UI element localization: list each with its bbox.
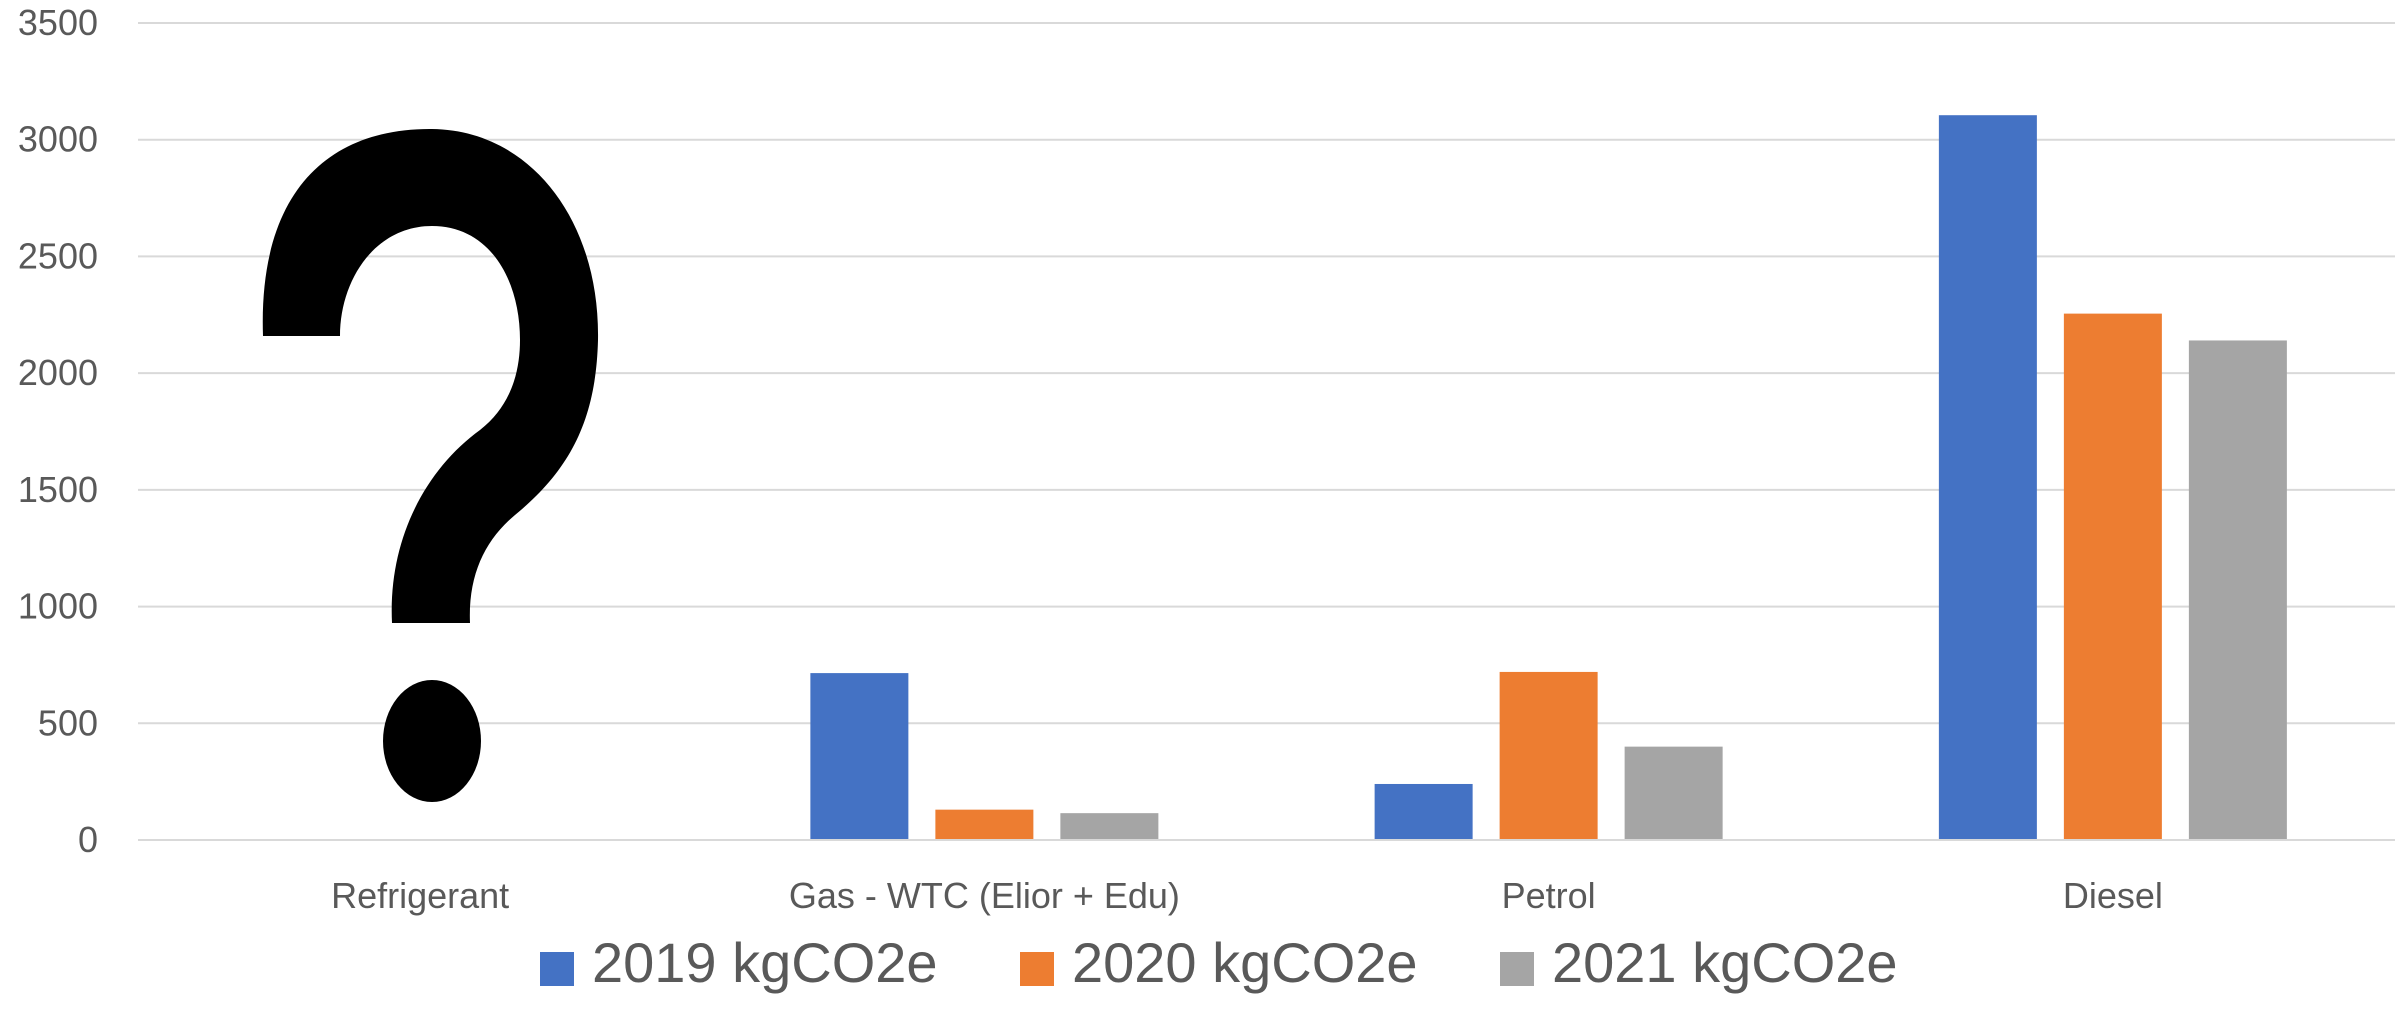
question-mark-icon — [262, 128, 599, 802]
bar-2019-1 — [810, 673, 909, 840]
bar-2021-2 — [1624, 746, 1723, 840]
bar-2019-2 — [1374, 783, 1473, 840]
legend-label: 2020 kgCO2e — [1072, 931, 1418, 994]
legend-item: 2019 kgCO2e — [540, 931, 938, 994]
legend-label: 2019 kgCO2e — [592, 931, 938, 994]
y-tick-label: 2000 — [18, 352, 98, 393]
bar-2020-3 — [2063, 313, 2162, 841]
x-category-label: Diesel — [2063, 875, 2163, 916]
y-tick-label: 1500 — [18, 469, 98, 510]
legend-swatch — [1500, 952, 1534, 986]
question-mark-dot — [383, 680, 481, 802]
y-tick-label: 3500 — [18, 2, 98, 43]
y-tick-label: 2500 — [18, 235, 98, 276]
legend-item: 2021 kgCO2e — [1500, 931, 1898, 994]
y-tick-label: 1000 — [18, 586, 98, 627]
legend-item: 2020 kgCO2e — [1020, 931, 1418, 994]
x-category-label: Petrol — [1502, 875, 1596, 916]
question-mark-hook — [262, 128, 599, 623]
y-tick-label: 3000 — [18, 119, 98, 160]
bar-2020-1 — [935, 809, 1034, 840]
bar-2021-1 — [1060, 813, 1159, 840]
y-tick-label: 0 — [78, 819, 98, 860]
bar-2020-2 — [1499, 671, 1598, 840]
x-category-label: Refrigerant — [331, 875, 509, 916]
x-category-label: Gas - WTC (Elior + Edu) — [789, 875, 1180, 916]
y-tick-label: 500 — [38, 702, 98, 743]
legend-swatch — [1020, 952, 1054, 986]
bar-2019-3 — [1938, 115, 2037, 840]
bar-2021-3 — [2188, 340, 2287, 840]
legend-label: 2021 kgCO2e — [1552, 931, 1898, 994]
legend-swatch — [540, 952, 574, 986]
